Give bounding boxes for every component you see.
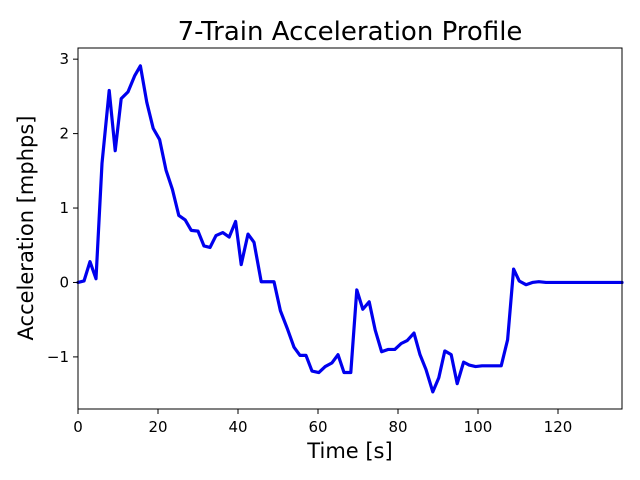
x-tick-label: 40 xyxy=(228,418,247,436)
plot-frame xyxy=(77,47,623,410)
x-tick-label: 120 xyxy=(544,418,573,436)
x-tick-label: 20 xyxy=(148,418,167,436)
x-axis-label: Time [s] xyxy=(306,439,392,463)
y-tick-label: 0 xyxy=(59,273,69,291)
y-axis: −1 0 1 2 3 xyxy=(47,50,78,366)
plot-area xyxy=(76,64,624,394)
series-line xyxy=(76,64,624,394)
y-tick-label: 1 xyxy=(59,199,69,217)
x-tick-label: 100 xyxy=(464,418,493,436)
y-tick-label: −1 xyxy=(47,348,69,366)
y-axis-label: Acceleration [mphps] xyxy=(14,116,38,341)
x-tick-label: 80 xyxy=(388,418,407,436)
x-tick-label: 0 xyxy=(73,418,83,436)
x-tick-label: 60 xyxy=(308,418,327,436)
y-tick-label: 3 xyxy=(59,50,69,68)
chart-title: 7-Train Acceleration Profile xyxy=(178,17,523,47)
x-axis: 0 20 40 60 80 100 120 xyxy=(73,409,572,436)
y-tick-label: 2 xyxy=(59,125,69,143)
